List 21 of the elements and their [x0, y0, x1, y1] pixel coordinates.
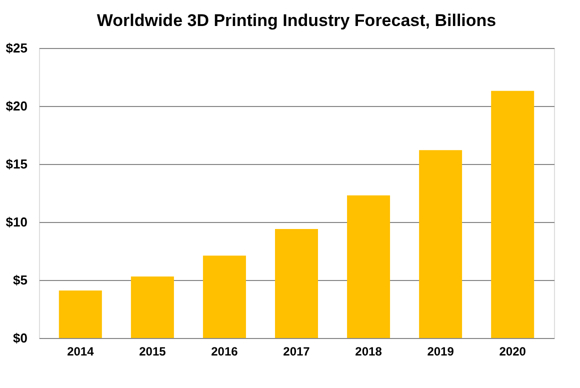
bar	[202, 256, 246, 338]
bar	[58, 290, 102, 338]
bar	[130, 276, 174, 338]
y-tick-label: $20	[6, 98, 28, 114]
x-tick-label: 2014	[67, 344, 94, 358]
bar	[491, 90, 534, 338]
bar	[347, 195, 390, 338]
x-tick-label: 2018	[355, 344, 382, 358]
x-tick-label: 2019	[427, 344, 454, 358]
x-tick-label: 2017	[283, 344, 310, 358]
y-tick-label: $5	[13, 272, 28, 288]
x-tick-label: 2020	[499, 344, 526, 358]
chart-title: Worldwide 3D Printing Industry Forecast, Billions	[96, 11, 496, 30]
y-tick-label: $25	[6, 40, 28, 56]
y-tick-label: $15	[6, 156, 28, 172]
bar	[419, 150, 462, 338]
bar	[275, 228, 318, 338]
y-tick-label: $10	[6, 214, 28, 230]
x-tick-label: 2015	[139, 344, 166, 358]
y-tick-label: $0	[13, 330, 28, 346]
x-tick-label: 2016	[211, 344, 238, 358]
